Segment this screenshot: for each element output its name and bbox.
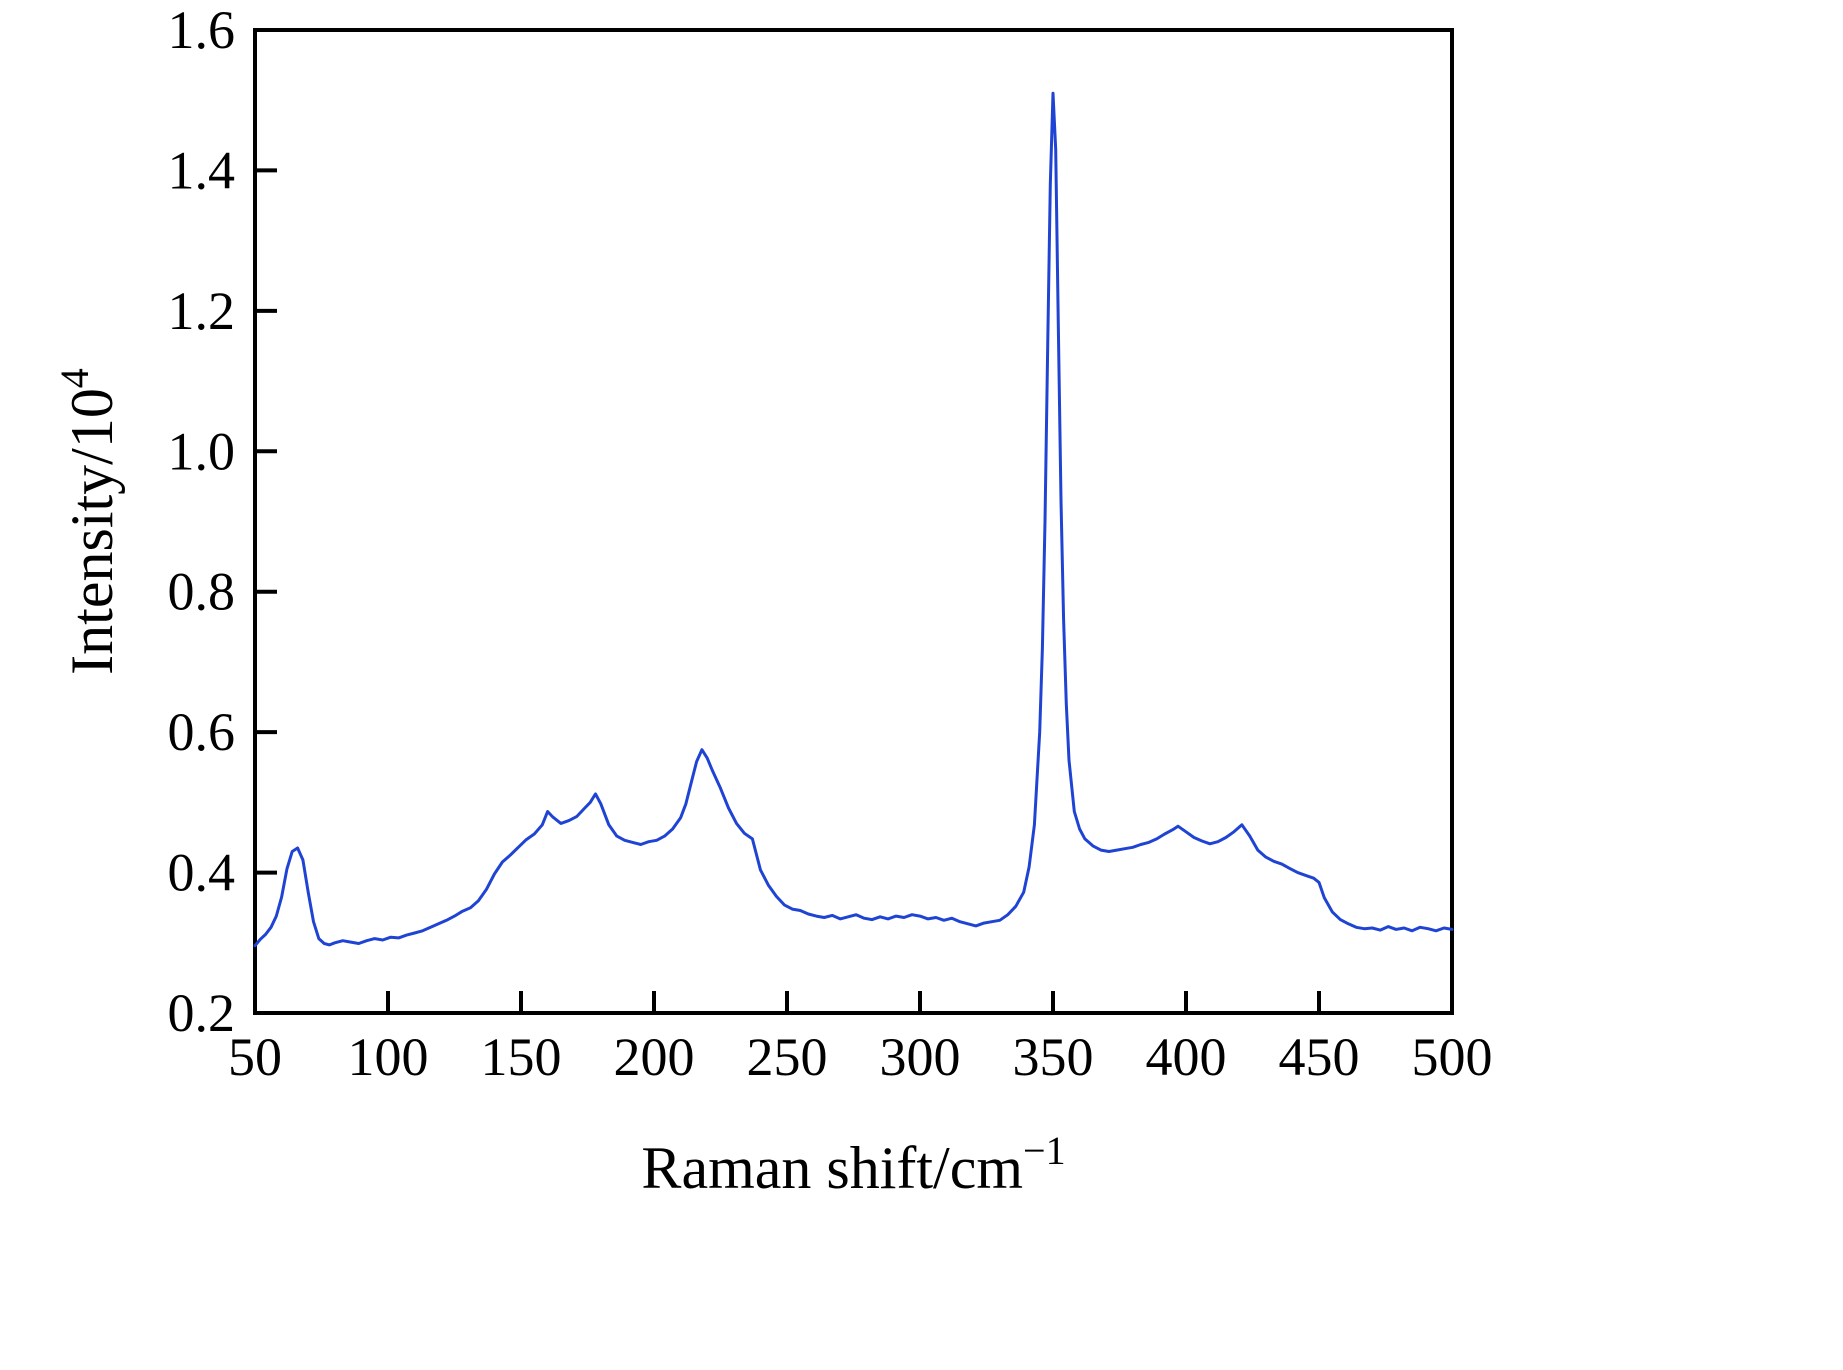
y-tick-label: 0.8: [168, 562, 236, 622]
x-axis-ticks: 50 100 150 200 250 300 350 400 450 500: [228, 991, 1493, 1087]
x-tick-label: 300: [880, 1027, 961, 1087]
x-tick-label: 400: [1146, 1027, 1227, 1087]
x-tick-label: 350: [1013, 1027, 1094, 1087]
plot-area-border: [253, 28, 1454, 1015]
x-axis-label: Raman shift/cm−1: [641, 1128, 1065, 1201]
x-tick-label: 50: [228, 1027, 282, 1087]
y-axis-ticks: 0.2 0.4 0.6 0.8 1.0 1.2 1.4 1.6: [168, 0, 277, 1043]
y-tick-label: 0.6: [168, 702, 236, 762]
y-tick-label: 1.0: [168, 421, 236, 481]
x-axis-label-text: Raman shift/cm: [641, 1135, 1023, 1201]
y-axis-label-text: Intensity/10: [59, 388, 125, 675]
x-tick-label: 450: [1279, 1027, 1360, 1087]
y-tick-label: 1.6: [168, 0, 236, 60]
x-tick-label: 250: [747, 1027, 828, 1087]
x-axis-label-superscript: −1: [1023, 1128, 1066, 1173]
x-tick-label: 150: [481, 1027, 562, 1087]
y-axis-label-superscript: 4: [52, 368, 97, 388]
y-tick-label: 0.4: [168, 843, 236, 903]
y-tick-label: 1.4: [168, 140, 236, 200]
x-tick-label: 200: [614, 1027, 695, 1087]
y-axis-label: Intensity/104: [52, 368, 125, 675]
y-tick-label: 0.2: [168, 983, 236, 1043]
x-tick-label: 500: [1412, 1027, 1493, 1087]
spectrum-line: [253, 91, 1454, 948]
y-tick-label: 1.2: [168, 281, 236, 341]
x-tick-label: 100: [348, 1027, 429, 1087]
